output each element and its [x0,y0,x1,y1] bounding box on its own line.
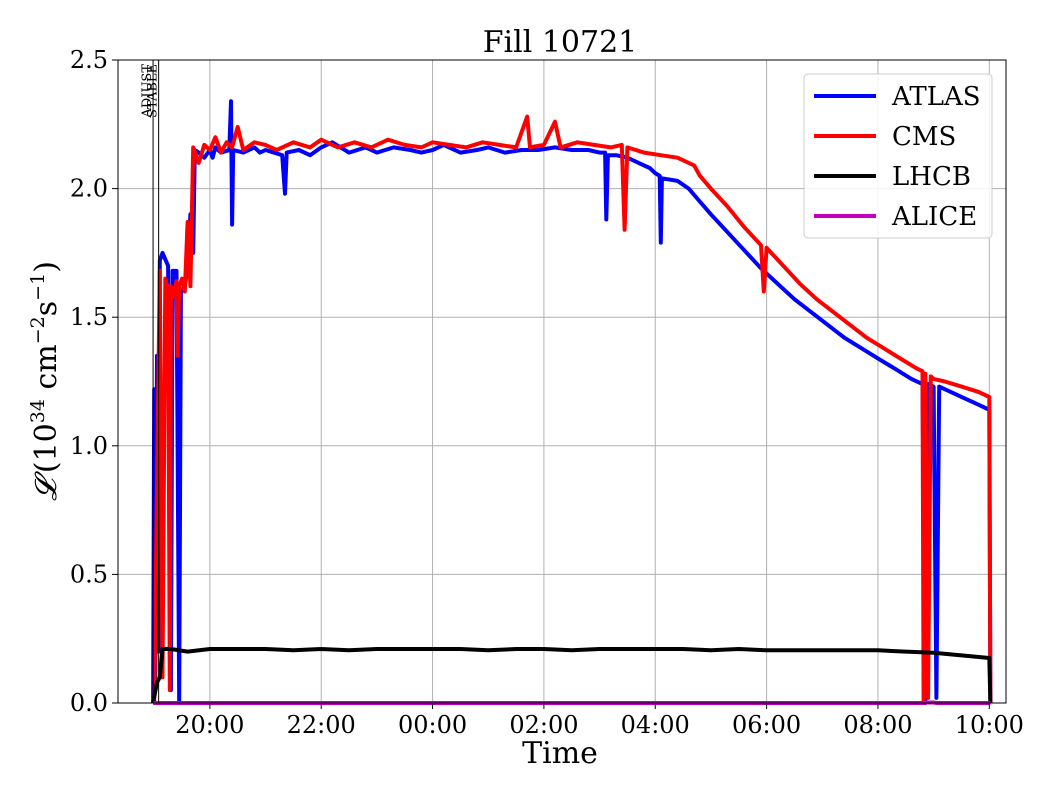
x-tick-label: 06:00 [732,711,801,739]
mode-marker-label: ADJUST [140,64,155,119]
x-tick-label: 20:00 [175,711,244,739]
y-axis-label-exp3: −1 [27,273,49,301]
legend-box [803,73,993,239]
plot-frame [117,59,1007,704]
series-line-lhcb [151,647,993,704]
y-axis-label-symbol: 𝓛 [29,471,64,501]
y-tick-label: 0.0 [70,689,108,717]
y-axis-label: 𝓛(1034 cm−2s−1) [27,261,64,501]
x-tick-label: 04:00 [621,711,690,739]
x-tick-label: 22:00 [287,711,356,739]
y-tick-label: 2.5 [70,46,108,74]
y-tick-label: 1.0 [70,432,108,460]
y-tick-label: 0.5 [70,560,108,588]
legend-label-alice: ALICE [891,202,977,232]
y-axis-label-s: s [29,301,64,316]
mode-marker-label: STABLE [146,64,161,118]
y-axis-label-mid: cm [29,344,64,399]
x-tick-label: 02:00 [509,711,578,739]
legend-label-lhcb: LHCB [892,162,971,192]
x-axis-label: Time [522,736,598,771]
y-tick-label: 2.0 [70,175,108,203]
y-axis-label-exp1: 34 [27,399,49,423]
legend-label-atlas: ATLAS [891,82,981,112]
x-tick-label: 10:00 [955,711,1024,739]
y-axis-label-exp2: −2 [27,316,49,344]
x-tick-label: 00:00 [398,711,467,739]
x-tick-label: 08:00 [843,711,912,739]
y-axis-label-open: (10 [29,423,64,473]
x-axis-ticks: 20:00 22:00 00:00 02:00 04:00 06:00 08:00 10:00 [175,703,1024,739]
legend: ATLAS CMS LHCB ALICE [803,73,993,239]
series-line-cms [152,114,993,705]
y-axis-label-close: ) [29,261,64,273]
y-axis-ticks: 0.0 0.5 1.0 1.5 2.0 2.5 [70,46,118,717]
y-tick-label: 1.5 [70,303,108,331]
legend-label-cms: CMS [892,122,956,152]
chart-title: Fill 10721 [483,25,638,60]
